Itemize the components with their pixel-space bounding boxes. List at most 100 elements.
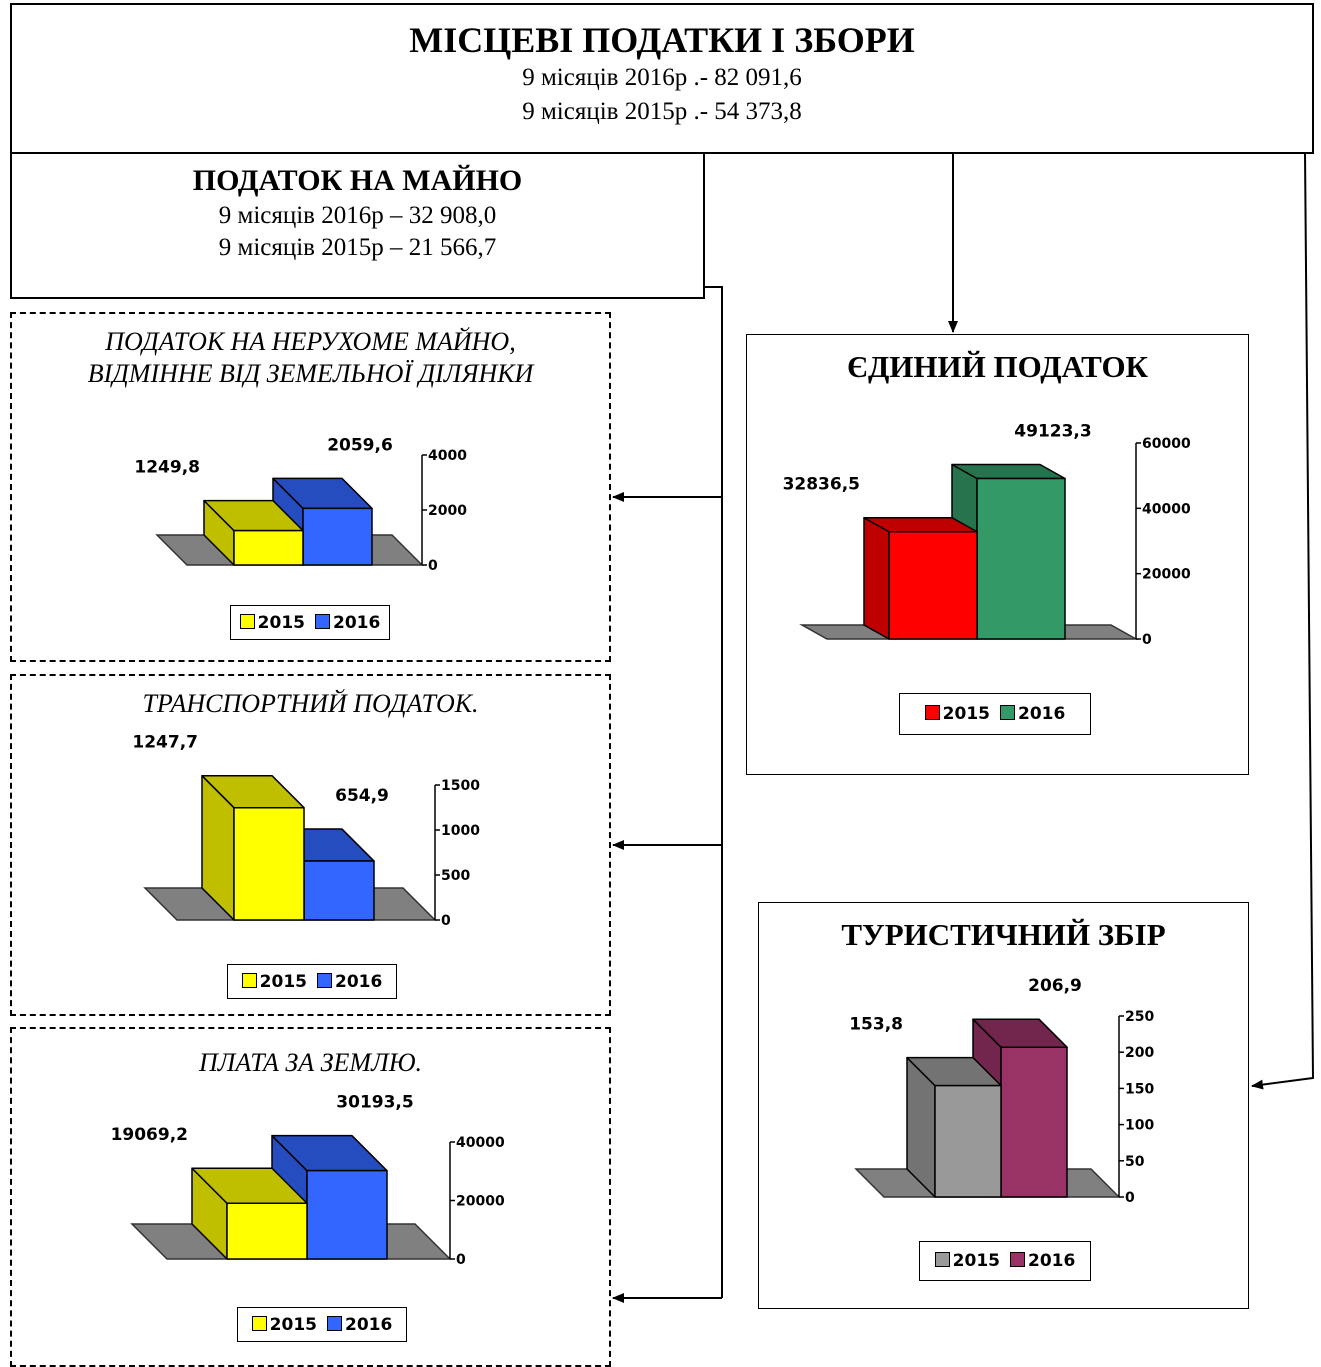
legend-label: 2016	[1028, 1251, 1076, 1271]
property-line: 9 місяців 2015р – 21 566,7	[218, 234, 497, 261]
y-tick-label: 4000	[428, 448, 467, 464]
y-tick-label: 500	[441, 868, 470, 884]
legend-swatch	[924, 705, 940, 720]
legend-item: 2015	[241, 971, 307, 992]
value-label: 153,8	[849, 1015, 903, 1035]
y-tick-label: 1000	[441, 823, 480, 839]
y-tick-label: 0	[456, 1252, 466, 1268]
y-tick-label: 60000	[1142, 436, 1191, 452]
chart-panel: ПОДАТОК НА НЕРУХОМЕ МАЙНО, ВІДМІННЕ ВІД …	[10, 312, 611, 662]
legend-swatch	[239, 613, 255, 629]
value-label: 1249,8	[134, 458, 200, 478]
legend: 2015 2016	[227, 964, 397, 999]
value-label: 30193,5	[336, 1093, 413, 1113]
legend-item: 2015	[239, 612, 305, 633]
bar	[976, 477, 1066, 640]
legend: 2015 2016	[230, 605, 390, 640]
legend-label: 2015	[942, 704, 990, 724]
legend-swatch	[327, 1315, 342, 1331]
chart-panel: ТУРИСТИЧНИЙ ЗБІР 0 50 100 150 200 250 206,9 153,…	[758, 902, 1249, 1309]
chart: 0 50 100 150 200 250 206,9 153,8	[849, 976, 1154, 1206]
value-label: 19069,2	[111, 1125, 188, 1145]
legend-swatch	[241, 972, 257, 988]
legend-label: 2016	[333, 612, 381, 633]
legend-label: 2015	[952, 1251, 1000, 1271]
y-tick-label: 0	[1125, 1190, 1135, 1206]
legend: 2015 2016	[237, 1307, 407, 1342]
bar	[302, 507, 373, 566]
bar	[934, 1084, 1002, 1198]
chart-panel: ПЛАТА ЗА ЗЕМЛЮ. 0 20000 40000 30193,5 19069,2…	[10, 1027, 611, 1367]
bar	[1000, 1046, 1068, 1198]
y-tick-label: 2000	[428, 503, 467, 519]
legend: 2015 2016	[899, 693, 1091, 735]
chart-title: ПОДАТОК НА НЕРУХОМЕ МАЙНО, ВІДМІННЕ ВІД …	[87, 327, 534, 388]
header-line: 9 місяців 2015р .- 54 373,8	[522, 98, 802, 125]
header-box: МІСЦЕВІ ПОДАТКИ І ЗБОРИ 9 місяців 2016р …	[10, 3, 1314, 154]
legend-label: 2016	[335, 971, 383, 992]
y-tick-label: 20000	[1142, 567, 1191, 583]
chart: 0 20000 40000 60000 49123,3 32836,5	[783, 422, 1191, 648]
value-label: 1247,7	[132, 733, 198, 753]
value-label: 2059,6	[327, 435, 393, 455]
chart-title: ЄДИНИЙ ПОДАТОК	[846, 349, 1149, 384]
bar	[226, 1202, 308, 1260]
header-line: 9 місяців 2016р .- 82 091,6	[522, 64, 802, 91]
connector	[703, 286, 723, 1298]
chart: 0 500 1000 1500 654,9 1247,7	[132, 733, 480, 929]
chart-title: ТУРИСТИЧНИЙ ЗБІР	[841, 917, 1166, 952]
chart: 0 2000 4000 2059,6 1249,8	[134, 435, 467, 574]
legend-label: 2015	[269, 1314, 317, 1335]
legend-item: 2016	[317, 972, 382, 992]
chart-title: ПЛАТА ЗА ЗЕМЛЮ.	[198, 1048, 423, 1077]
chart: 0 20000 40000 30193,5 19069,2	[111, 1093, 505, 1268]
legend-swatch	[1000, 705, 1015, 720]
property-title: ПОДАТОК НА МАЙНО	[192, 164, 523, 197]
y-tick-label: 100	[1125, 1118, 1154, 1134]
legend-swatch	[315, 613, 330, 629]
bar	[888, 530, 978, 640]
value-label: 32836,5	[783, 475, 860, 495]
value-label: 49123,3	[1014, 422, 1091, 442]
legend-label: 2015	[257, 612, 305, 633]
y-tick-label: 1500	[441, 778, 480, 794]
y-tick-label: 250	[1125, 1009, 1154, 1025]
legend-label: 2015	[259, 971, 307, 992]
y-tick-label: 20000	[456, 1194, 505, 1210]
bar-side	[863, 516, 890, 640]
y-tick-label: 0	[428, 558, 438, 574]
bar	[306, 1169, 388, 1260]
legend-swatch	[251, 1315, 267, 1331]
bar	[303, 860, 375, 921]
chart-panel: ЄДИНИЙ ПОДАТОК 0 20000 40000 60000 49123,3 328…	[746, 334, 1249, 775]
chart-panel: ТРАНСПОРТНИЙ ПОДАТОК. 0 500 1000 1500 654,9 12…	[10, 674, 611, 1016]
legend-item: 2016	[1010, 1251, 1075, 1271]
legend-item: 2015	[251, 1314, 317, 1335]
legend-item: 2016	[1000, 704, 1065, 724]
legend-label: 2016	[1018, 704, 1066, 724]
legend-item: 2016	[327, 1315, 392, 1335]
bar	[233, 806, 305, 921]
legend-item: 2016	[315, 613, 380, 633]
y-tick-label: 150	[1125, 1081, 1154, 1097]
legend: 2015 2016	[919, 1241, 1091, 1281]
legend-swatch	[317, 972, 332, 988]
arrow	[1251, 151, 1315, 1090]
y-tick-label: 40000	[456, 1135, 505, 1151]
property-box: ПОДАТОК НА МАЙНО 9 місяців 2016р – 32 90…	[10, 152, 705, 299]
y-tick-label: 40000	[1142, 501, 1191, 517]
y-tick-label: 0	[1142, 632, 1152, 648]
y-tick-label: 0	[441, 913, 451, 929]
value-label: 654,9	[335, 786, 389, 806]
value-label: 206,9	[1028, 976, 1082, 996]
property-line: 9 місяців 2016р – 32 908,0	[218, 202, 497, 229]
legend-label: 2016	[345, 1314, 393, 1335]
chart-title: ТРАНСПОРТНИЙ ПОДАТОК.	[142, 689, 479, 718]
legend-item: 2015	[934, 1251, 1000, 1271]
bar	[233, 529, 304, 566]
y-tick-label: 50	[1125, 1154, 1145, 1170]
legend-item: 2015	[924, 704, 990, 724]
legend-swatch	[1010, 1252, 1025, 1267]
legend-swatch	[934, 1252, 950, 1267]
